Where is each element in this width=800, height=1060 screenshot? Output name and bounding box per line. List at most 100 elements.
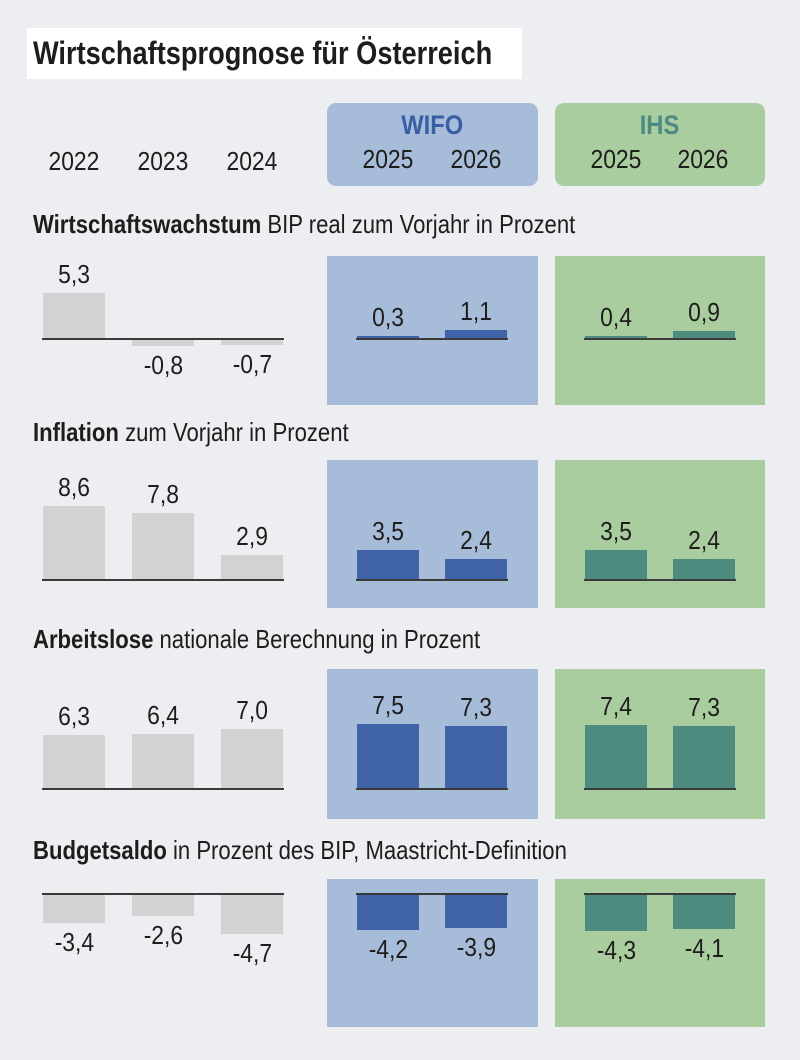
bar-value-label: -4,7	[207, 939, 297, 968]
bar-WIFO-2025	[357, 336, 419, 339]
bar-value-label: 0,9	[659, 298, 749, 327]
axis-baseline	[584, 788, 736, 790]
axis-baseline	[42, 788, 284, 790]
section-heading-4: Budgetsaldo in Prozent des BIP, Maastric…	[33, 835, 661, 865]
page-title: Wirtschaftsprognose für Österreich	[33, 35, 493, 71]
bar-value-text: 0,3	[372, 302, 404, 332]
wifo-header-box: WIFO 2025 2026	[327, 103, 538, 186]
panel-historical-3: 6,3 6,4 7,0	[30, 669, 300, 819]
bar-value-label: 3,5	[571, 517, 661, 546]
bar-value-label: -4,2	[343, 935, 433, 964]
bar-value-text: -3,9	[456, 932, 496, 962]
bar-value-text: 3,5	[372, 516, 404, 546]
bar-value-text: -0,7	[232, 349, 272, 379]
wifo-label: WIFO	[327, 110, 538, 140]
bar-value-text: 6,4	[147, 700, 179, 730]
wifo-column-header-2025: 2025	[343, 144, 433, 174]
bar-WIFO-2025	[357, 894, 419, 930]
bar-IHS-2025	[585, 725, 647, 789]
bar-value-text: -3,4	[54, 927, 94, 957]
section-heading-rest: in Prozent des BIP, Maastricht-Definitio…	[166, 835, 567, 865]
section-heading-1: Wirtschaftswachstum BIP real zum Vorjahr…	[33, 209, 671, 239]
section-heading-bold: Arbeitslose	[33, 624, 154, 654]
bar-value-label: 0,4	[571, 303, 661, 332]
bar-value-text: 2,4	[688, 525, 720, 555]
bar-value-label: -0,8	[118, 351, 208, 380]
panel-historical-1: 5,3 -0,8 -0,7	[30, 256, 300, 405]
bar-value-label: 2,4	[659, 526, 749, 555]
column-header-2023: 2023	[113, 146, 213, 176]
panel-ihs-3: 7,4 7,3	[555, 669, 765, 819]
bar-value-label: 0,3	[343, 303, 433, 332]
wifo-column-header-2026: 2026	[431, 144, 521, 174]
axis-baseline	[584, 579, 736, 581]
ihs-header-box: IHS 2025 2026	[555, 103, 765, 186]
bar-historical-2022	[43, 293, 105, 339]
bar-value-text: 3,5	[600, 516, 632, 546]
bar-value-label: 7,4	[571, 692, 661, 721]
axis-baseline	[42, 579, 284, 581]
bar-value-text: 6,3	[58, 701, 90, 731]
bar-value-text: -4,7	[232, 938, 272, 968]
bar-IHS-2026	[673, 726, 735, 789]
bar-value-text: -0,8	[143, 350, 183, 380]
bar-value-text: -4,2	[368, 934, 408, 964]
ihs-label: IHS	[555, 110, 765, 140]
bar-value-text: 7,4	[600, 691, 632, 721]
bar-value-label: -3,9	[431, 933, 521, 962]
section-heading-rest: zum Vorjahr in Prozent	[118, 417, 349, 447]
section-heading-rest: BIP real zum Vorjahr in Prozent	[261, 209, 576, 239]
panel-historical-2: 8,6 7,8 2,9	[30, 460, 300, 608]
bar-IHS-2026	[673, 894, 735, 929]
bar-value-label: -2,6	[118, 921, 208, 950]
bar-WIFO-2025	[357, 550, 419, 580]
section-heading-bold: Inflation	[33, 417, 119, 447]
bar-value-text: 7,0	[236, 695, 268, 725]
bar-historical-2022	[43, 735, 105, 789]
bar-WIFO-2025	[357, 724, 419, 789]
bar-value-label: 8,6	[29, 473, 119, 502]
year-text: 2025	[362, 144, 414, 174]
bar-historical-2024	[221, 339, 283, 345]
panel-wifo-4: -4,2 -3,9	[327, 879, 538, 1027]
bar-historical-2024	[221, 894, 283, 934]
column-header-2022: 2022	[24, 146, 124, 176]
bar-WIFO-2026	[445, 894, 507, 928]
panel-wifo-2: 3,5 2,4	[327, 460, 538, 608]
bar-value-label: 5,3	[29, 260, 119, 289]
panel-historical-4: -3,4 -2,6 -4,7	[30, 879, 300, 1027]
bar-value-label: 1,1	[431, 297, 521, 326]
ihs-label-text: IHS	[640, 110, 680, 140]
bar-value-text: -2,6	[143, 920, 183, 950]
ihs-column-header-2026: 2026	[658, 144, 748, 174]
bar-historical-2022	[43, 894, 105, 923]
section-heading-3: Arbeitslose nationale Berechnung in Proz…	[33, 624, 559, 654]
bar-historical-2024	[221, 555, 283, 580]
ihs-column-header-2025: 2025	[571, 144, 661, 174]
bar-value-text: 1,1	[460, 296, 492, 326]
bar-value-text: 0,9	[688, 297, 720, 327]
bar-value-label: 2,4	[431, 526, 521, 555]
axis-baseline	[356, 338, 508, 340]
axis-baseline	[584, 893, 736, 895]
axis-baseline	[356, 893, 508, 895]
axis-baseline	[356, 788, 508, 790]
bar-historical-2023	[132, 894, 194, 916]
axis-baseline	[42, 893, 284, 895]
panel-ihs-2: 3,5 2,4	[555, 460, 765, 608]
bar-value-label: 6,4	[118, 701, 208, 730]
bar-value-label: 7,5	[343, 691, 433, 720]
bar-value-label: -4,3	[571, 936, 661, 965]
bar-value-text: 2,4	[460, 525, 492, 555]
section-heading-text: Arbeitslose nationale Berechnung in Proz…	[33, 624, 480, 654]
year-text: 2024	[226, 146, 278, 176]
bar-value-text: 7,8	[147, 479, 179, 509]
bar-WIFO-2026	[445, 330, 507, 339]
bar-value-text: 7,5	[372, 690, 404, 720]
bar-value-text: 8,6	[58, 472, 90, 502]
section-heading-text: Inflation zum Vorjahr in Prozent	[33, 417, 349, 447]
panel-wifo-3: 7,5 7,3	[327, 669, 538, 819]
year-text: 2023	[137, 146, 189, 176]
section-heading-text: Wirtschaftswachstum BIP real zum Vorjahr…	[33, 209, 575, 239]
bar-value-label: 7,8	[118, 480, 208, 509]
